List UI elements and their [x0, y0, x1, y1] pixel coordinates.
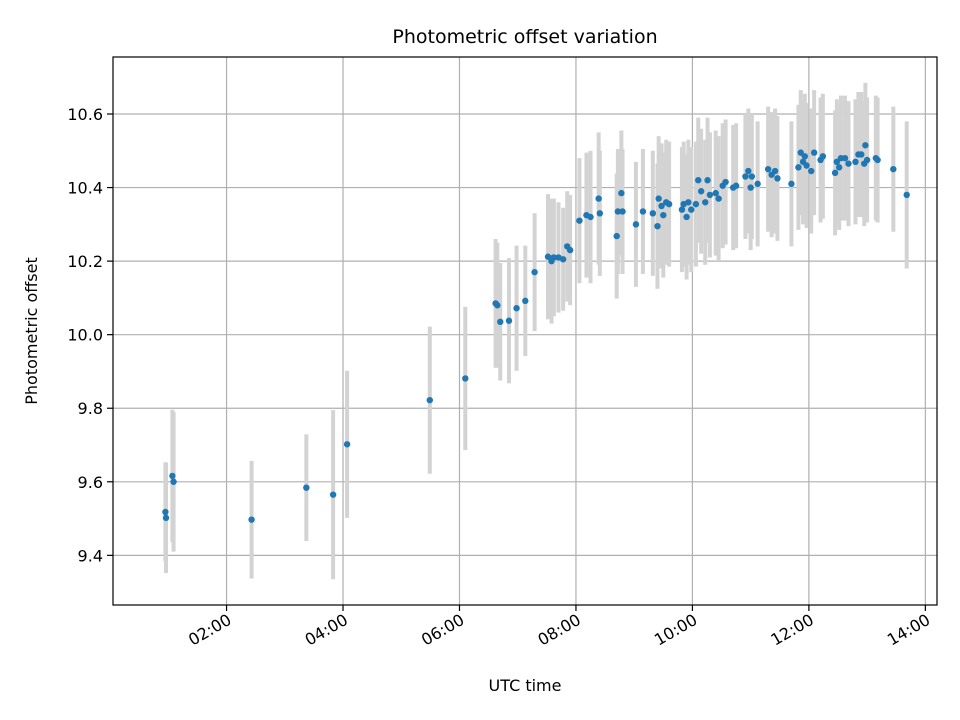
- data-point: [858, 151, 865, 158]
- data-point: [831, 169, 839, 177]
- data-point: [587, 213, 594, 221]
- data-point: [559, 256, 567, 263]
- data-point: [852, 158, 859, 166]
- data-point: [819, 153, 827, 160]
- data-point: [890, 165, 897, 173]
- data-point: [550, 254, 558, 261]
- data-point: [712, 189, 719, 197]
- data-point: [683, 213, 690, 221]
- data-point: [697, 188, 705, 195]
- data-point: [639, 208, 647, 215]
- data-point: [795, 164, 802, 171]
- data-point: [808, 167, 815, 175]
- data-point: [513, 304, 520, 312]
- data-point: [544, 253, 552, 260]
- data-point: [649, 210, 657, 217]
- data-point: [704, 177, 711, 184]
- data-point: [702, 199, 709, 206]
- data-point: [745, 167, 752, 175]
- y-tick-label: 10.4: [67, 179, 103, 198]
- data-point: [613, 232, 620, 240]
- data-point: [742, 173, 749, 180]
- data-point: [248, 516, 255, 523]
- data-point: [531, 268, 538, 276]
- data-point: [660, 211, 667, 219]
- y-tick-label: 10.6: [67, 105, 103, 124]
- data-point: [658, 202, 665, 210]
- data-point: [576, 217, 583, 224]
- data-point: [764, 165, 772, 173]
- data-point: [632, 221, 640, 228]
- data-point: [170, 478, 177, 485]
- y-axis-label: Photometric offset: [22, 257, 41, 405]
- data-point: [522, 297, 529, 305]
- data-point: [692, 200, 700, 208]
- data-point: [497, 318, 504, 326]
- data-point: [797, 149, 804, 156]
- data-point: [874, 156, 881, 164]
- data-point: [162, 514, 170, 522]
- data-point: [426, 396, 433, 404]
- data-point: [614, 208, 622, 215]
- data-point: [695, 177, 702, 184]
- data-point: [835, 164, 843, 171]
- y-tick-label: 9.4: [78, 546, 103, 565]
- data-point: [747, 184, 754, 191]
- data-point: [845, 160, 852, 167]
- data-point: [303, 484, 310, 491]
- data-point: [462, 375, 469, 382]
- y-tick-label: 10.2: [67, 252, 103, 271]
- data-point: [706, 191, 714, 199]
- data-point: [803, 162, 810, 169]
- data-point: [654, 222, 661, 230]
- data-point: [619, 208, 626, 215]
- data-points: [162, 142, 910, 523]
- data-point: [494, 302, 501, 309]
- data-point: [748, 173, 756, 180]
- chart-title: Photometric offset variation: [392, 26, 657, 48]
- y-tick-label: 10.0: [67, 326, 103, 345]
- data-point: [595, 195, 602, 202]
- data-point: [801, 153, 809, 160]
- data-point: [678, 206, 686, 213]
- data-point: [596, 210, 604, 217]
- plot-frame: [112, 56, 938, 606]
- data-point: [655, 195, 662, 202]
- data-point: [329, 491, 337, 498]
- data-point: [665, 200, 673, 208]
- data-point: [862, 142, 869, 149]
- data-point: [722, 178, 729, 186]
- data-point: [788, 180, 795, 188]
- data-point: [715, 195, 722, 202]
- data-point: [162, 508, 169, 516]
- data-point: [343, 441, 351, 448]
- data-point: [754, 180, 761, 188]
- y-axis-ticks: 9.4 9.6 9.8 10.0 10.2 10.4 10.6: [67, 105, 113, 565]
- data-point: [771, 167, 779, 175]
- y-tick-label: 9.8: [78, 399, 103, 418]
- data-point: [505, 317, 513, 324]
- data-point: [774, 175, 781, 182]
- data-point: [863, 156, 871, 164]
- data-point: [841, 154, 849, 162]
- data-point: [810, 149, 818, 156]
- data-point: [618, 189, 625, 197]
- data-point: [566, 246, 574, 254]
- data-point: [169, 472, 176, 480]
- data-point: [688, 206, 695, 213]
- data-point: [732, 182, 740, 189]
- x-axis-label: UTC time: [489, 676, 562, 695]
- y-tick-label: 9.6: [78, 473, 103, 492]
- data-point: [685, 199, 692, 206]
- data-point: [903, 191, 910, 199]
- data-point: [833, 158, 841, 166]
